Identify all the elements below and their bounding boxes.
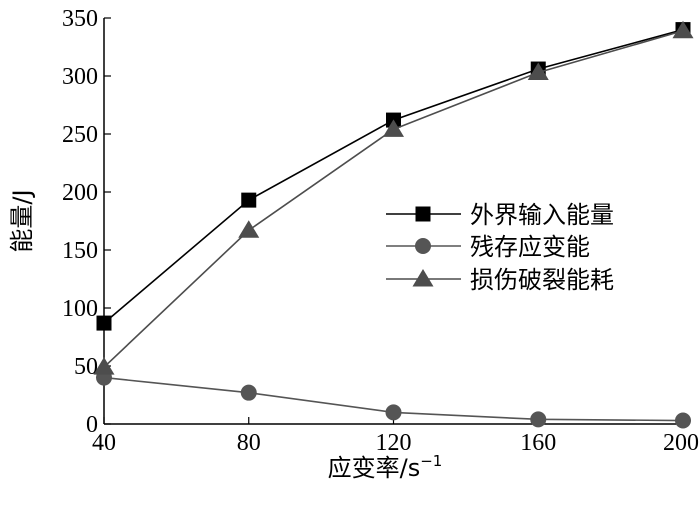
data-point-triangle (238, 220, 260, 238)
y-tick-label: 350 (62, 6, 98, 32)
x-ticks: 40 80 120 160 200 (92, 417, 699, 456)
legend-item: 残存应变能 (386, 233, 590, 261)
x-tick-label: 40 (92, 430, 116, 456)
data-point-square (96, 315, 112, 331)
data-point-triangle (383, 119, 404, 137)
legend-item: 外界输入能量 (386, 201, 614, 229)
y-axis-title: 能量/J (8, 189, 36, 252)
data-point-triangle (672, 20, 694, 39)
series-layer (93, 20, 694, 429)
data-point-circle (530, 411, 547, 428)
legend-label: 残存应变能 (470, 233, 590, 261)
y-tick-label: 150 (62, 238, 98, 264)
legend-marker-triangle (412, 269, 434, 287)
y-tick-label: 50 (74, 354, 98, 380)
series-triangle (93, 20, 694, 375)
legend-label: 外界输入能量 (470, 201, 614, 229)
y-tick-label: 100 (62, 296, 98, 322)
x-axis-title-main: 应变率/s (328, 454, 421, 482)
x-tick-label: 80 (237, 430, 261, 456)
data-point-circle (675, 412, 691, 429)
y-tick-label: 300 (62, 64, 98, 90)
legend-marker-circle (415, 238, 431, 254)
y-tick-label: 0 (86, 412, 98, 438)
y-tick-label: 250 (62, 122, 98, 148)
y-ticks: 0 50 100 150 200 250 300 350 (62, 6, 111, 438)
data-point-triangle (93, 357, 115, 375)
x-axis-title-superscript: −1 (420, 452, 442, 470)
x-tick-label: 160 (520, 430, 556, 456)
x-tick-label: 200 (663, 430, 699, 456)
data-point-circle (240, 384, 257, 401)
series-circle (96, 369, 691, 429)
legend-label: 损伤破裂能耗 (470, 266, 614, 294)
y-tick-label: 200 (62, 180, 98, 206)
x-axis-title: 应变率/s−1 (328, 452, 443, 482)
data-point-square (241, 192, 257, 208)
series-line-triangle (103, 29, 684, 368)
x-tick-label: 120 (376, 430, 412, 456)
data-point-triangle (527, 62, 549, 81)
legend-item: 损伤破裂能耗 (386, 266, 614, 294)
data-point-circle (385, 404, 402, 421)
legend-marker-square (415, 206, 431, 222)
